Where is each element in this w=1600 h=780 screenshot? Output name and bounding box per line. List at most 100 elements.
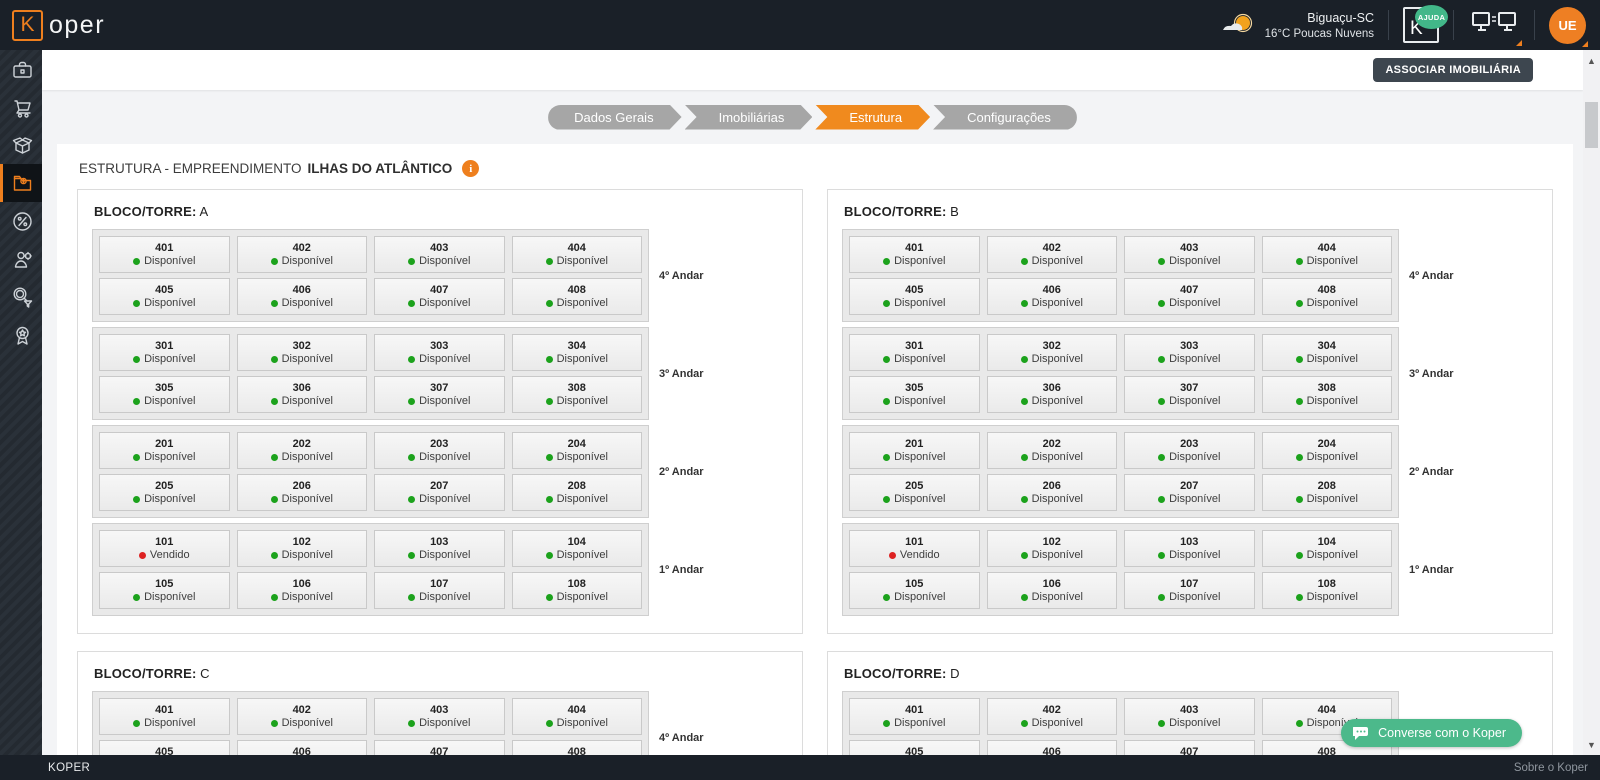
unit-card-105[interactable]: 105 Disponível (849, 572, 980, 609)
unit-card-106[interactable]: 106 Disponível (986, 572, 1117, 609)
unit-card-404[interactable]: 404 Disponível (511, 236, 642, 273)
unit-card-201[interactable]: 201 Disponível (849, 432, 980, 469)
help-button[interactable]: K AJUDA (1403, 5, 1448, 43)
unit-card-204[interactable]: 204 Disponível (511, 432, 642, 469)
unit-card-202[interactable]: 202 Disponível (986, 432, 1117, 469)
unit-card-205[interactable]: 205 Disponível (849, 474, 980, 511)
unit-card-102[interactable]: 102 Disponível (986, 530, 1117, 567)
scroll-down-arrow[interactable]: ▼ (1587, 739, 1596, 750)
unit-card-203[interactable]: 203 Disponível (1124, 432, 1255, 469)
unit-card-205[interactable]: 205 Disponível (99, 474, 230, 511)
unit-card-404[interactable]: 404 Disponível (1261, 236, 1392, 273)
sidebar-item-briefcase[interactable] (0, 50, 42, 88)
unit-card-402[interactable]: 402 Disponível (236, 236, 367, 273)
unit-card-201[interactable]: 201 Disponível (99, 432, 230, 469)
unit-card-103[interactable]: 103 Disponível (374, 530, 505, 567)
unit-card-303[interactable]: 303 Disponível (374, 334, 505, 371)
unit-card-401[interactable]: 401 Disponível (99, 698, 230, 735)
unit-card-104[interactable]: 104 Disponível (511, 530, 642, 567)
unit-card-306[interactable]: 306 Disponível (236, 376, 367, 413)
unit-card-306[interactable]: 306 Disponível (986, 376, 1117, 413)
unit-card-105[interactable]: 105 Disponível (99, 572, 230, 609)
unit-card-302[interactable]: 302 Disponível (236, 334, 367, 371)
unit-card-401[interactable]: 401 Disponível (849, 698, 980, 735)
unit-card-307[interactable]: 307 Disponível (1124, 376, 1255, 413)
unit-card-307[interactable]: 307 Disponível (374, 376, 505, 413)
unit-card-403[interactable]: 403 Disponível (374, 236, 505, 273)
unit-card-402[interactable]: 402 Disponível (986, 698, 1117, 735)
sidebar-item-box[interactable] (0, 126, 42, 164)
chat-button[interactable]: Converse com o Koper (1341, 719, 1522, 747)
sidebar-item-cart[interactable] (0, 88, 42, 126)
unit-card-206[interactable]: 206 Disponível (236, 474, 367, 511)
wizard-step-dados-gerais[interactable]: Dados Gerais (548, 105, 681, 130)
koper-logo[interactable]: K oper (12, 9, 105, 41)
scroll-up-arrow[interactable]: ▲ (1587, 55, 1596, 66)
unit-card-207[interactable]: 207 Disponível (374, 474, 505, 511)
unit-card-206[interactable]: 206 Disponível (986, 474, 1117, 511)
unit-card-101[interactable]: 101 Vendido (99, 530, 230, 567)
scrollbar-thumb[interactable] (1585, 102, 1598, 148)
unit-card-204[interactable]: 204 Disponível (1261, 432, 1392, 469)
unit-card-403[interactable]: 403 Disponível (374, 698, 505, 735)
unit-card-305[interactable]: 305 Disponível (99, 376, 230, 413)
unit-card-303[interactable]: 303 Disponível (1124, 334, 1255, 371)
footer-about-link[interactable]: Sobre o Koper (1513, 761, 1588, 774)
user-menu-button[interactable]: UE (1549, 6, 1588, 47)
unit-card-106[interactable]: 106 Disponível (236, 572, 367, 609)
unit-card-108[interactable]: 108 Disponível (511, 572, 642, 609)
unit-card-203[interactable]: 203 Disponível (374, 432, 505, 469)
unit-card-104[interactable]: 104 Disponível (1261, 530, 1392, 567)
associar-imobiliaria-button[interactable]: ASSOCIAR IMOBILIÁRIA (1373, 58, 1533, 82)
unit-card-308[interactable]: 308 Disponível (1261, 376, 1392, 413)
unit-card-202[interactable]: 202 Disponível (236, 432, 367, 469)
unit-card-402[interactable]: 402 Disponível (236, 698, 367, 735)
unit-card-207[interactable]: 207 Disponível (1124, 474, 1255, 511)
unit-card-208[interactable]: 208 Disponível (511, 474, 642, 511)
unit-card-301[interactable]: 301 Disponível (849, 334, 980, 371)
unit-card-108[interactable]: 108 Disponível (1261, 572, 1392, 609)
sidebar-item-percent[interactable] (0, 202, 42, 240)
unit-card-305[interactable]: 305 Disponível (849, 376, 980, 413)
unit-card-208[interactable]: 208 Disponível (1261, 474, 1392, 511)
unit-card-404[interactable]: 404 Disponível (511, 698, 642, 735)
wizard-step-configurações[interactable]: Configurações (933, 104, 1077, 130)
wizard-step-estrutura[interactable]: Estrutura (815, 105, 930, 130)
unit-card-107[interactable]: 107 Disponível (1124, 572, 1255, 609)
unit-card-102[interactable]: 102 Disponível (236, 530, 367, 567)
unit-card-101[interactable]: 101 Vendido (849, 530, 980, 567)
unit-card-308[interactable]: 308 Disponível (511, 376, 642, 413)
unit-card-403[interactable]: 403 Disponível (1124, 236, 1255, 273)
wizard-step-imobiliárias[interactable]: Imobiliárias (685, 105, 813, 130)
info-icon[interactable]: i (462, 160, 480, 177)
unit-card-401[interactable]: 401 Disponível (99, 236, 230, 273)
unit-card-302[interactable]: 302 Disponível (986, 334, 1117, 371)
unit-card-304[interactable]: 304 Disponível (511, 334, 642, 371)
unit-card-402[interactable]: 402 Disponível (986, 236, 1117, 273)
unit-card-103[interactable]: 103 Disponível (1124, 530, 1255, 567)
sidebar-item-leads[interactable] (0, 278, 42, 316)
sidebar-item-folder-money[interactable] (0, 164, 42, 202)
sidebar-item-award[interactable] (0, 316, 42, 354)
sidebar-item-broker[interactable] (0, 240, 42, 278)
screen-share-button[interactable] (1468, 8, 1522, 46)
unit-card-304[interactable]: 304 Disponível (1261, 334, 1392, 371)
unit-card-107[interactable]: 107 Disponível (374, 572, 505, 609)
unit-card-301[interactable]: 301 Disponível (99, 334, 230, 371)
unit-card-403[interactable]: 403 Disponível (1124, 698, 1255, 735)
